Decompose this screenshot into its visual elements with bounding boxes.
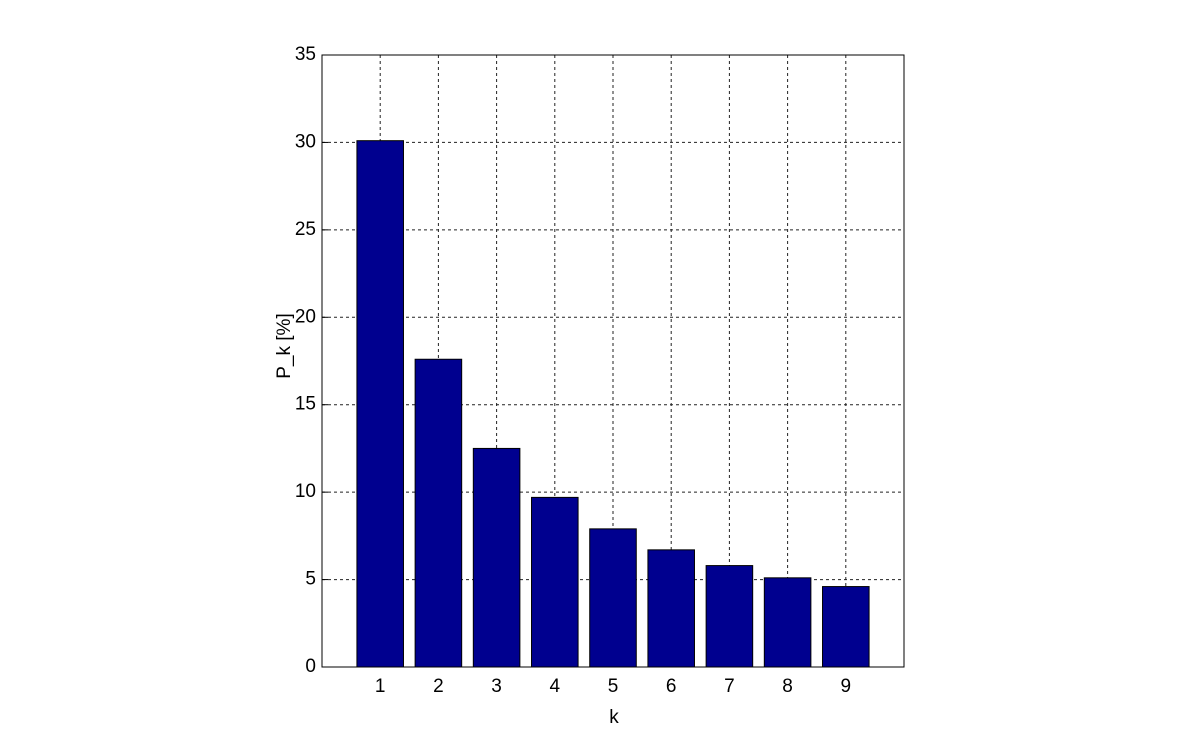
x-axis-label: k: [609, 707, 619, 728]
bar: [356, 140, 404, 668]
x-tick-label: 6: [666, 676, 677, 697]
y-tick-label: 0: [305, 656, 316, 677]
x-tick-label: 3: [491, 676, 502, 697]
y-tick-label: 5: [305, 569, 316, 590]
y-tick-label: 30: [295, 131, 316, 152]
x-tick-label: 4: [550, 676, 561, 697]
y-tick-label: 25: [295, 219, 316, 240]
y-tick-label: 15: [295, 394, 316, 415]
y-axis-label: P_k [%]: [274, 313, 295, 378]
x-tick-label: 2: [433, 676, 444, 697]
x-tick-label: 9: [841, 676, 852, 697]
bar: [531, 496, 579, 668]
y-tick-label: 20: [295, 306, 316, 327]
plot-frame: [321, 54, 905, 668]
x-tick-label: 8: [782, 676, 793, 697]
x-tick-label: 1: [375, 676, 386, 697]
bar: [414, 358, 463, 668]
y-tick-label: 35: [295, 44, 316, 65]
x-tick-label: 7: [724, 676, 735, 697]
bar: [589, 528, 637, 668]
y-tick-label: 10: [295, 481, 316, 502]
bar: [822, 586, 870, 668]
bar: [705, 565, 754, 668]
bar: [647, 549, 695, 668]
bar: [763, 577, 812, 668]
bar: [472, 447, 521, 668]
x-tick-label: 5: [608, 676, 619, 697]
